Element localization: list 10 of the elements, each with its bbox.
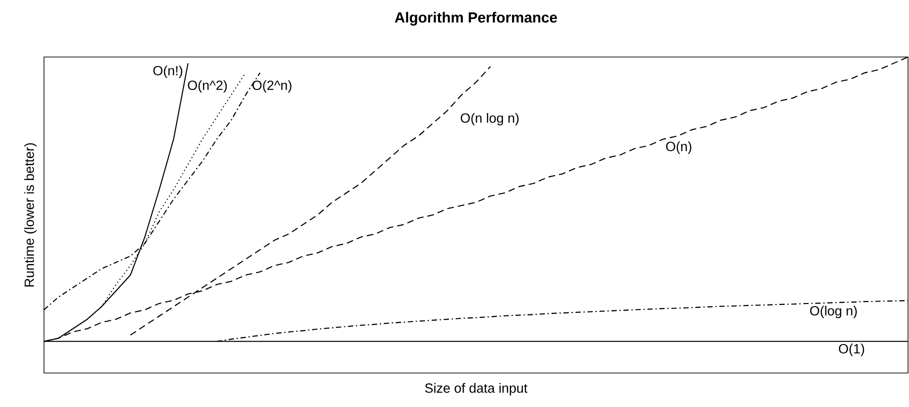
series-label: O(2^n) xyxy=(252,80,292,93)
series-label: O(n) xyxy=(666,141,692,154)
series-label: O(1) xyxy=(838,344,864,356)
y-axis-title: Runtime (lower is better) xyxy=(24,143,37,287)
series-label: O(log n) xyxy=(810,306,857,318)
series-label: O(n^2) xyxy=(188,80,227,93)
series-label: O(n log n) xyxy=(460,112,519,126)
series-label: O(n!) xyxy=(153,66,182,78)
chart-title: Algorithm Performance xyxy=(394,12,557,26)
x-axis-title: Size of data input xyxy=(425,383,528,396)
